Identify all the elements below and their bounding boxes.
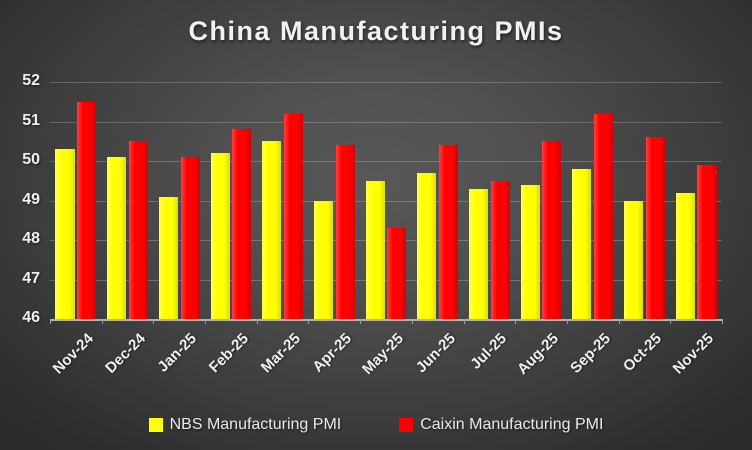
y-axis-label: 48	[22, 230, 40, 247]
legend-item-nbs: NBS Manufacturing PMI	[148, 416, 342, 434]
gridline	[50, 279, 722, 281]
x-axis-tick	[360, 319, 362, 324]
x-axis-tick	[50, 319, 51, 324]
bar-nbs-may-25	[365, 180, 385, 319]
bar-caixin-dec-24	[128, 141, 148, 319]
y-axis-label: 50	[22, 151, 40, 168]
bar-caixin-nov-24	[77, 101, 97, 319]
bar-caixin-oct-25	[645, 137, 665, 319]
bar-nbs-dec-24	[107, 157, 127, 319]
bar-caixin-jul-25	[490, 180, 510, 319]
bar-nbs-mar-25	[262, 141, 282, 319]
x-axis-tick	[101, 319, 103, 324]
bar-caixin-apr-25	[335, 145, 355, 319]
bar-nbs-nov-25	[675, 192, 695, 319]
x-axis-label-mar-25: Mar-25	[257, 330, 304, 377]
bar-nbs-sep-25	[572, 168, 592, 319]
x-axis-label-jul-25: Jul-25	[467, 330, 511, 373]
gridline	[50, 240, 722, 241]
bar-caixin-sep-25	[594, 113, 614, 319]
x-axis-label-feb-25: Feb-25	[205, 330, 252, 377]
x-axis-tick	[308, 319, 310, 324]
gridline	[50, 121, 722, 123]
x-axis-label-nov-25: Nov-25	[669, 330, 718, 378]
caixin-legend-swatch	[399, 418, 414, 432]
bar-nbs-jun-25	[417, 172, 437, 319]
x-axis-label-sep-25: Sep-25	[566, 330, 614, 377]
bar-caixin-nov-25	[697, 164, 717, 319]
x-axis-tick	[153, 319, 155, 324]
gridline	[50, 200, 722, 202]
y-axis-label: 47	[22, 269, 40, 287]
gridline	[50, 82, 722, 83]
bar-nbs-apr-25	[313, 200, 333, 319]
gridline	[50, 161, 722, 162]
bar-caixin-mar-25	[283, 113, 304, 319]
x-axis-label-may-25: May-25	[359, 330, 408, 378]
x-axis-tick	[205, 319, 207, 324]
bar-caixin-feb-25	[232, 129, 252, 319]
x-axis-label-jan-25: Jan-25	[154, 330, 201, 376]
chart-title: China Manufacturing PMIs	[188, 16, 564, 46]
x-axis-tick	[463, 319, 465, 324]
bar-caixin-may-25	[387, 228, 407, 319]
legend: NBS Manufacturing PMI Caixin Manufacturi…	[0, 416, 752, 434]
x-axis-label-jun-25: Jun-25	[412, 330, 459, 377]
x-axis-tick	[566, 319, 568, 324]
y-axis-label: 46	[22, 309, 40, 326]
x-axis-tick	[722, 319, 723, 324]
caixin-legend-label: Caixin Manufacturing PMI	[420, 416, 604, 433]
x-axis-label-aug-25: Aug-25	[514, 330, 563, 378]
y-axis-label: 49	[22, 190, 40, 208]
x-axis-label-oct-25: Oct-25	[620, 330, 666, 376]
legend-item-caixin: Caixin Manufacturing PMI	[399, 416, 603, 434]
x-axis-tick	[256, 319, 258, 324]
bar-caixin-jan-25	[180, 157, 200, 319]
x-axis-tick	[411, 319, 413, 324]
bar-nbs-jul-25	[468, 188, 489, 319]
bar-nbs-oct-25	[624, 200, 644, 319]
bar-nbs-nov-24	[55, 149, 75, 319]
bar-nbs-feb-25	[210, 153, 230, 319]
bar-nbs-aug-25	[520, 184, 540, 319]
plot-area	[50, 82, 723, 324]
bar-nbs-jan-25	[158, 196, 178, 319]
y-axis-label: 51	[22, 111, 40, 129]
x-axis-label-dec-24: Dec-24	[101, 330, 149, 377]
y-axis-label: 52	[22, 72, 40, 89]
nbs-legend-label: NBS Manufacturing PMI	[169, 416, 342, 433]
x-axis-tick	[618, 319, 620, 324]
x-axis-label-nov-24: Nov-24	[49, 330, 97, 378]
bar-caixin-aug-25	[542, 141, 562, 319]
x-axis-label-apr-25: Apr-25	[309, 330, 356, 376]
bar-caixin-jun-25	[438, 145, 459, 319]
x-axis-tick	[670, 319, 672, 324]
x-axis-tick	[515, 319, 517, 324]
nbs-legend-swatch	[148, 418, 163, 432]
